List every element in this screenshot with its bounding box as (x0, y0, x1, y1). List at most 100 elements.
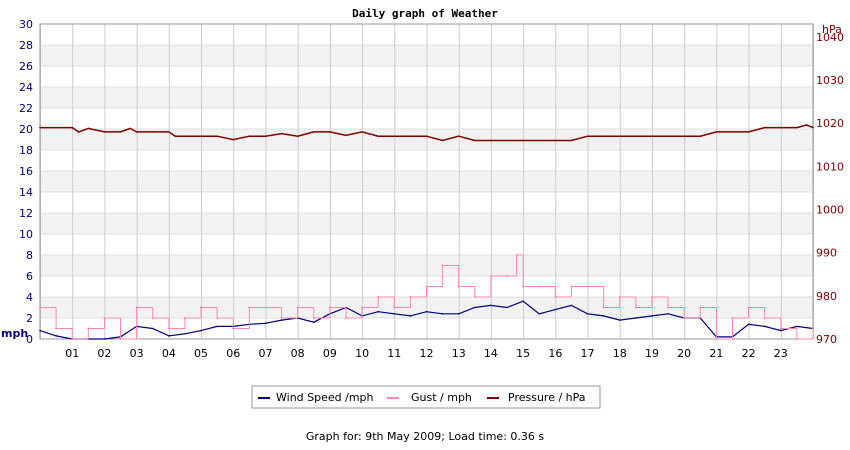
x-tick-label: 01 (65, 347, 79, 360)
pressure-point (796, 126, 798, 129)
x-tick-label: 17 (581, 347, 595, 360)
wind-point (667, 313, 669, 315)
pressure-point (699, 135, 702, 137)
pressure-point (393, 135, 396, 137)
wind-point (393, 313, 396, 315)
wind-point (409, 315, 412, 317)
pressure-point (683, 135, 685, 137)
wind-point (312, 321, 315, 324)
wind-point (602, 315, 605, 317)
pressure-point (651, 135, 653, 137)
pressure-point (329, 131, 331, 133)
right-tick-label: 1000 (816, 204, 844, 217)
series-gust (39, 254, 814, 340)
x-tick-label: 15 (516, 347, 530, 360)
wind-point (216, 325, 218, 328)
legend-box (251, 385, 601, 409)
graph-footer: Graph for: 9th May 2009; Load time: 0.36… (305, 430, 545, 443)
pressure-point (554, 139, 557, 142)
pressure-point (174, 135, 177, 137)
x-tick-label: 07 (258, 347, 272, 360)
pressure-point (747, 131, 750, 133)
left-tick-label: 12 (19, 207, 33, 220)
x-tick-label: 13 (452, 347, 466, 360)
x-tick-label: 10 (355, 347, 369, 360)
x-tick-label: 06 (226, 347, 240, 360)
left-tick-label: 20 (19, 123, 33, 136)
left-tick-label: 24 (19, 81, 33, 94)
pressure-point (361, 131, 363, 133)
pressure-point (763, 126, 766, 129)
pressure-point (77, 131, 80, 133)
wind-point (522, 300, 524, 303)
pressure-point (715, 131, 718, 133)
x-tick-label: 14 (484, 347, 498, 360)
wind-point (506, 306, 508, 309)
pressure-point (731, 131, 734, 133)
pressure-point (135, 131, 138, 133)
chart-title: Daily graph of Weather (352, 7, 498, 20)
wind-point (151, 327, 154, 330)
x-tick-label: 03 (130, 347, 144, 360)
series-layer (39, 124, 814, 340)
pressure-point (87, 127, 90, 130)
left-tick-label: 2 (26, 312, 33, 325)
x-tick-label: 08 (291, 347, 305, 360)
x-tick-label: 05 (194, 347, 208, 360)
x-tick-label: 23 (774, 347, 788, 360)
wind-point (538, 313, 541, 315)
pressure-point (200, 135, 202, 137)
pressure-point (184, 135, 186, 137)
x-tick-label: 20 (677, 347, 691, 360)
left-tick-label: 14 (19, 186, 33, 199)
wind-point (184, 332, 186, 335)
legend-label-gust: Gust / mph (411, 391, 472, 404)
pressure-point (425, 135, 428, 137)
x-tick-label: 12 (420, 347, 434, 360)
pressure-point (570, 139, 573, 142)
wind-point (651, 315, 653, 317)
left-tick-label: 28 (19, 39, 33, 52)
left-tick-label: 6 (26, 270, 33, 283)
right-tick-label: 1040 (816, 31, 844, 44)
wind-point (425, 310, 428, 313)
pressure-point (129, 127, 131, 130)
pressure-point (151, 131, 154, 133)
wind-point (618, 319, 621, 321)
wind-point (763, 325, 766, 328)
pressure-point (618, 135, 621, 137)
x-tick-label: 18 (613, 347, 627, 360)
right-tick-label: 990 (816, 247, 837, 260)
pressure-point (441, 139, 444, 142)
pressure-point (71, 126, 74, 129)
pressure-point (805, 124, 808, 126)
pressure-point (312, 131, 315, 133)
right-tick-label: 1030 (816, 74, 844, 87)
wind-point (280, 319, 283, 321)
pressure-point (280, 132, 283, 135)
x-tick-label: 11 (387, 347, 401, 360)
wind-point (55, 335, 57, 337)
pressure-point (377, 135, 379, 137)
pressure-point (586, 135, 589, 137)
x-tick-label: 04 (162, 347, 176, 360)
pressure-point (602, 135, 605, 137)
pressure-point (345, 134, 347, 137)
x-tick-label: 09 (323, 347, 337, 360)
right-axis-ticks: 970 980 990 1000 1010 1020 1030 1040 (816, 31, 844, 346)
pressure-point (490, 139, 492, 142)
left-tick-label: 0 (26, 333, 33, 346)
wind-point (554, 308, 557, 311)
pressure-point (296, 135, 299, 137)
right-tick-label: 980 (816, 290, 837, 303)
pressure-point (457, 135, 460, 137)
wind-point (586, 313, 589, 315)
wind-point (377, 310, 379, 313)
legend: Wind Speed /mph Gust / mph Pressure / hP… (251, 385, 601, 409)
wind-point (39, 329, 41, 332)
pressure-point (119, 131, 122, 133)
left-tick-label: 4 (26, 291, 33, 304)
right-tick-label: 970 (816, 333, 837, 346)
